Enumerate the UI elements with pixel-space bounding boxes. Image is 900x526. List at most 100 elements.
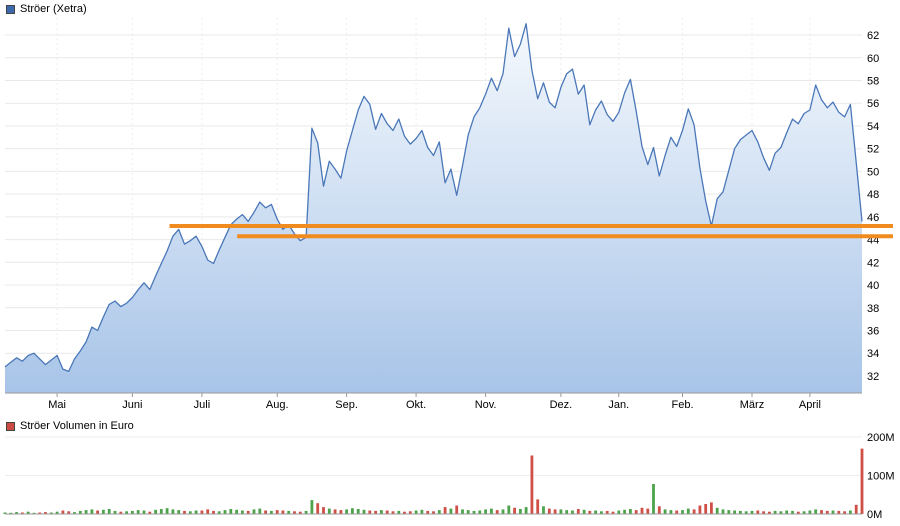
price-series-label: Ströer (Xetra) [20,3,87,15]
volume-bar [704,504,708,514]
price-y-axis-label: 46 [867,212,879,224]
volume-bar [61,510,65,514]
volume-bar [9,512,13,514]
volume-bar [802,511,806,514]
volume-bar [241,510,244,514]
volume-series-swatch-icon [6,421,15,431]
price-x-axis-label: Jan. [608,399,629,411]
volume-bar [119,511,123,514]
volume-bar [542,506,545,514]
volume-bar [461,509,464,514]
volume-bar [455,505,459,514]
volume-bar [814,509,818,514]
price-x-axis-label: März [740,399,764,411]
volume-bar [84,510,88,514]
volume-bar [183,510,186,514]
volume-bar [733,510,736,514]
volume-bar [553,509,557,514]
volume-bar [715,507,719,514]
volume-bar [206,509,210,514]
volume-bar [507,505,511,514]
volume-bar [536,499,540,514]
volume-bar [623,509,626,514]
price-x-axis-label: April [799,399,821,411]
volume-bar [21,512,24,514]
volume-bar [78,510,82,514]
price-y-axis-label: 52 [867,144,879,156]
volume-bar [264,510,267,514]
volume-bar [148,511,152,514]
volume-bar [547,508,551,514]
volume-bar [159,509,163,514]
volume-bar [333,509,337,514]
price-x-axis-label: Dez. [550,399,573,411]
volume-bar [594,510,597,514]
volume-y-axis-label: 200M [867,432,895,444]
volume-bar [102,509,105,514]
price-y-axis-label: 54 [867,121,879,133]
volume-bar [791,510,794,514]
volume-bar [634,510,638,514]
volume-bar [605,510,609,514]
price-x-axis-label: Juni [122,399,142,411]
volume-bar [270,510,273,514]
volume-bar [762,511,765,514]
volume-bar [669,510,673,514]
volume-bar [154,509,157,514]
volume-bar [501,509,505,514]
volume-bar [657,506,661,514]
price-y-axis-label: 36 [867,326,879,338]
volume-bar [796,511,800,514]
volume-bar [275,510,279,514]
volume-chart-legend: Ströer Volumen in Euro [6,420,134,432]
volume-bar [582,509,586,514]
volume-bar [472,510,476,514]
volume-bar [223,510,227,514]
volume-bar [860,448,864,514]
volume-bar [600,511,603,514]
volume-bar [443,507,447,514]
volume-bar [293,511,296,514]
volume-bar [739,510,742,514]
volume-bar [646,508,650,514]
volume-bar [252,509,256,514]
volume-bar [107,509,111,514]
volume-bar [437,510,441,514]
volume-series-label: Ströer Volumen in Euro [20,420,134,432]
volume-bar [768,511,771,514]
volume-bar [165,508,169,514]
volume-bar [524,507,528,514]
volume-bar [773,510,777,514]
volume-bar [490,508,493,514]
volume-bar [698,505,702,514]
volume-bar [808,510,812,514]
volume-bar [478,510,482,514]
volume-bar [849,510,852,514]
price-chart-legend: Ströer (Xetra) [6,3,87,15]
volume-bar [617,510,621,514]
price-line [4,23,863,373]
volume-bar [779,511,783,514]
volume-bar [96,510,99,514]
volume-bar [663,509,667,514]
volume-bar [3,512,7,514]
volume-bar [258,508,262,514]
price-y-axis-label: 42 [867,257,879,269]
volume-bar [837,510,841,514]
volume-bar [44,512,47,514]
volume-bar [15,512,18,514]
volume-bar [246,510,250,514]
volume-bar [287,510,291,514]
price-y-axis-label: 40 [867,280,879,292]
volume-bar [200,510,204,514]
volume-bar [686,508,690,514]
price-y-axis-label: 56 [867,98,879,110]
volume-bar [327,508,331,514]
volume-bar [310,500,314,514]
volume-bar [710,502,713,514]
volume-bar [194,510,198,514]
volume-bar [611,511,615,514]
price-y-axis-label: 48 [867,189,879,201]
